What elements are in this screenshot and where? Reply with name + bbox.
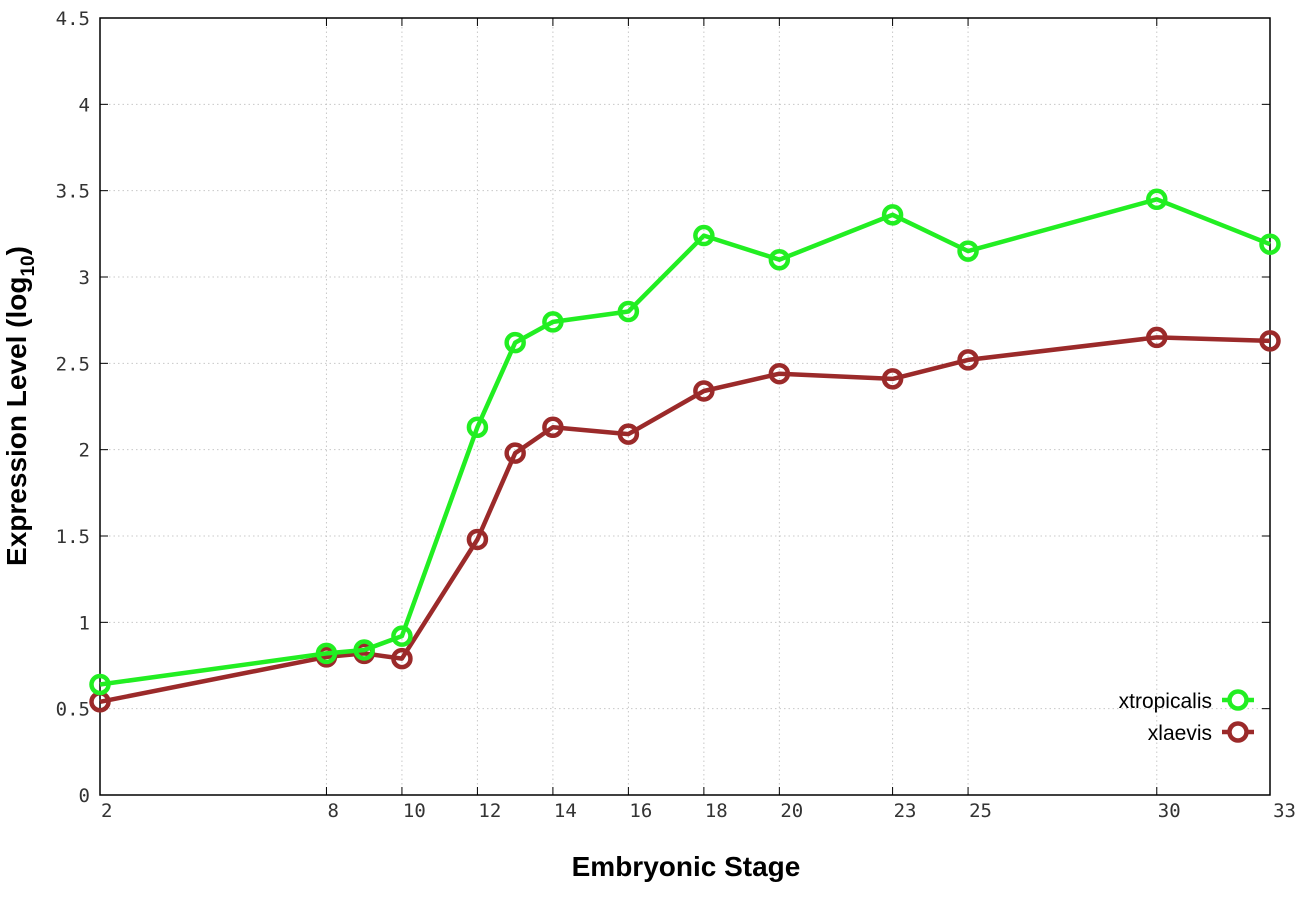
y-axis-label-main: Expression Level (log (1, 277, 32, 566)
data-point-xlaevis (693, 380, 715, 402)
data-point-xtropicalis (617, 300, 640, 323)
y-tick-label: 3 (79, 267, 90, 289)
x-tick-label: 12 (478, 800, 501, 822)
data-point-xlaevis (881, 368, 904, 390)
series-xlaevis (89, 326, 1281, 713)
data-point-xtropicalis (957, 240, 979, 262)
x-tick-label: 33 (1273, 800, 1296, 822)
data-point-xlaevis (504, 442, 526, 464)
data-point-xlaevis (768, 362, 791, 385)
data-point-xtropicalis (315, 642, 338, 665)
y-tick-label: 4 (79, 94, 90, 116)
series-xtropicalis (89, 188, 1281, 696)
y-axis-label-subscript: 10 (18, 255, 39, 276)
y-tick-label: 0 (79, 785, 90, 807)
data-point-xlaevis (466, 528, 489, 551)
y-tick-label: 1 (79, 612, 90, 634)
y-tick-label: 3.5 (56, 181, 90, 203)
data-point-xtropicalis (768, 248, 791, 271)
data-point-xtropicalis (89, 673, 111, 696)
x-tick-label: 16 (629, 800, 652, 822)
data-point-xtropicalis (466, 416, 489, 438)
data-point-xtropicalis (1146, 188, 1168, 211)
data-point-xlaevis (542, 416, 564, 438)
data-point-xtropicalis (391, 625, 413, 647)
x-tick-label: 25 (969, 800, 992, 822)
data-point-xlaevis (391, 647, 413, 670)
data-point-xtropicalis (504, 331, 526, 354)
data-point-xlaevis (1259, 330, 1281, 352)
legend-marker-xlaevis (1227, 721, 1249, 743)
x-tick-label: 10 (403, 800, 426, 822)
series-layer (89, 188, 1281, 713)
plot-frame (99, 17, 1271, 796)
data-point-xlaevis (617, 423, 640, 445)
y-tick-label: 4.5 (56, 8, 90, 30)
x-tick-label: 30 (1158, 800, 1181, 822)
x-tick-label: 8 (327, 800, 338, 822)
y-tick-label: 2.5 (56, 353, 90, 375)
y-axis-label-close: ) (1, 246, 32, 255)
y-tick-label: 0.5 (56, 699, 90, 721)
x-axis-label: Embryonic Stage (572, 851, 801, 882)
x-axis-ticks: 2 8 10 12 14 16 18 20 23 25 30 33 (99, 18, 1296, 822)
data-point-xtropicalis (881, 204, 904, 226)
x-tick-label: 18 (705, 800, 728, 822)
series-line-xlaevis (99, 335, 1271, 705)
x-tick-label: 20 (780, 800, 803, 822)
data-point-xlaevis (957, 349, 979, 371)
data-point-xtropicalis (693, 224, 715, 247)
x-tick-label: 23 (894, 800, 917, 822)
data-point-xtropicalis (542, 311, 564, 333)
legend-marker-xtropicalis (1227, 689, 1249, 711)
x-tick-label: 14 (554, 800, 577, 822)
data-point-xtropicalis (1259, 233, 1281, 255)
y-axis-ticks: 0 0.5 1 1.5 2 2.5 3 3.5 4 4.5 (56, 8, 1270, 807)
y-tick-label: 1.5 (56, 526, 90, 548)
legend-label-xtropicalis: xtropicalis (1119, 690, 1212, 713)
x-tick-label: 2 (101, 800, 112, 822)
grid-lines (100, 18, 1270, 795)
legend-label-xlaevis: xlaevis (1148, 722, 1212, 745)
legend: xtropicalis xlaevis (1119, 689, 1254, 745)
y-axis-label: Expression Level (log10) (1, 246, 39, 566)
series-line-xtropicalis (99, 197, 1271, 687)
data-point-xlaevis (1146, 326, 1168, 349)
data-point-xtropicalis (353, 639, 375, 661)
y-tick-label: 2 (79, 440, 90, 462)
